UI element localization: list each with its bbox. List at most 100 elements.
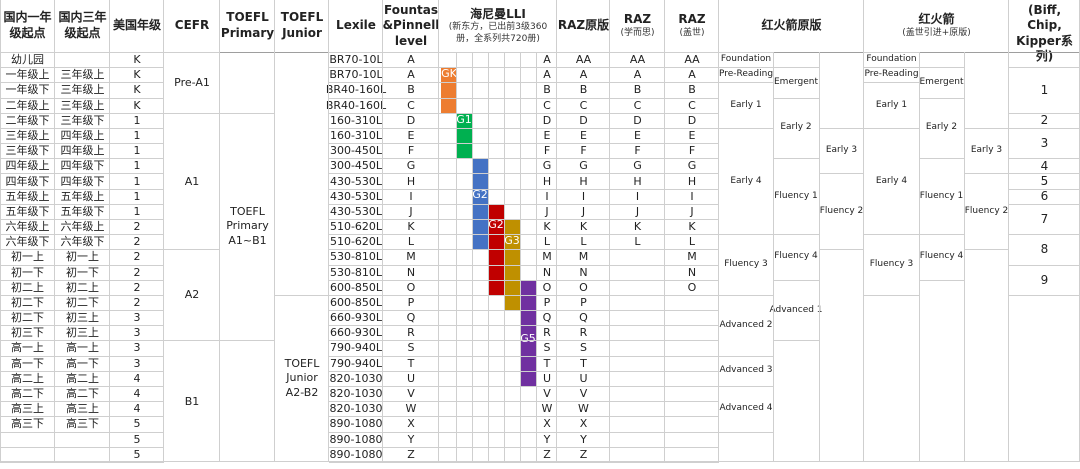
grid-line-oxford xyxy=(1009,204,1080,205)
fp-level-cell: D xyxy=(406,113,416,127)
lli-level-cell: R xyxy=(543,326,551,340)
grid-line-rocket xyxy=(864,128,919,129)
grid-line-rocket xyxy=(819,173,864,174)
cn-grade1-cell: 高二下 xyxy=(11,387,44,401)
grid-line-row xyxy=(0,462,164,463)
grid-line-toefl xyxy=(275,295,329,296)
raz-gaishi-cell: M xyxy=(687,250,697,264)
grid-line-cefr xyxy=(164,113,220,114)
lli-level-cell: T xyxy=(543,356,551,370)
us-grade-cell: K xyxy=(133,83,141,97)
cn-grade1-cell: 初二上 xyxy=(11,280,44,294)
grid-line-col xyxy=(328,0,329,462)
red-rocket-orig-level: Advanced 2 xyxy=(719,319,773,330)
red-rocket-gaishi-level: Fluency 2 xyxy=(964,205,1009,216)
grid-line-row xyxy=(0,340,164,341)
raz-gaishi-cell xyxy=(665,401,719,416)
grid-line-row xyxy=(0,295,164,296)
grid-line-lli-sub xyxy=(520,52,521,462)
grid-line-row xyxy=(0,82,164,83)
raz-original-cell: J xyxy=(581,204,586,218)
raz-original-cell: T xyxy=(580,356,587,370)
us-grade-cell: 5 xyxy=(133,432,141,446)
raz-original-cell: P xyxy=(580,295,587,309)
raz-gaishi-cell xyxy=(665,310,719,325)
col-header-heinemann-lli: 海尼曼LLI (新东方，已出前3级360 册，全系列共720册) xyxy=(439,0,557,52)
raz-xueersi-cell: C xyxy=(633,98,642,112)
cn-grade1-cell: 初二下 xyxy=(11,295,44,309)
raz-xueersi-cell: D xyxy=(633,113,642,127)
raz-original-cell: M xyxy=(578,250,589,264)
grid-line-row xyxy=(329,98,719,99)
grid-line-col xyxy=(274,0,275,462)
raz-xueersi-cell: G xyxy=(633,159,642,173)
raz-original-cell: O xyxy=(579,280,588,294)
grid-line-col xyxy=(718,0,719,462)
lli-grade-bar-g3: G3 xyxy=(504,218,520,311)
grid-line-cefr xyxy=(164,52,220,53)
col-header-lexile: Lexile xyxy=(329,0,383,52)
red-rocket-orig-level: Early 4 xyxy=(730,175,762,186)
us-grade-cell: 1 xyxy=(133,128,141,142)
raz-original-cell: N xyxy=(579,265,588,279)
lli-level-cell: D xyxy=(542,113,552,127)
grid-line-rocket-sub xyxy=(819,52,820,462)
raz-original-cell: F xyxy=(580,144,587,158)
lexile-cell: 430-530L xyxy=(329,189,383,203)
red-rocket-gaishi-level: Pre-Reading xyxy=(864,69,919,80)
raz-xueersi-cell xyxy=(610,310,665,325)
cn-grade3-cell: 初三上 xyxy=(66,311,99,325)
grid-line-rocket xyxy=(919,67,964,68)
red-rocket-orig-level: Early 2 xyxy=(780,122,812,133)
cn-grade3-cell: 高二上 xyxy=(66,371,99,385)
grid-line-rocket xyxy=(719,67,773,68)
grid-line-bottom xyxy=(0,461,1080,462)
grid-line-row xyxy=(329,265,719,266)
us-grade-cell: 3 xyxy=(133,326,141,340)
fp-level-cell: N xyxy=(406,265,416,279)
fp-level-cell: X xyxy=(407,417,415,431)
fp-level-cell: U xyxy=(406,371,416,385)
fp-level-cell: J xyxy=(409,204,413,218)
grid-line-row xyxy=(0,158,164,159)
raz-gaishi-cell: A xyxy=(688,68,696,82)
grid-line-row xyxy=(0,325,164,326)
col-header-us-grade-label: 美国年级 xyxy=(112,18,161,33)
grid-line-oxford xyxy=(1009,189,1080,190)
fp-level-cell: E xyxy=(407,128,415,142)
col-header-raz-original-label: RAZ原版 xyxy=(557,18,610,33)
raz-original-cell: AA xyxy=(575,53,592,67)
grid-line-rocket xyxy=(773,340,819,341)
raz-original-cell: W xyxy=(578,402,589,416)
fp-level-cell: L xyxy=(407,235,415,249)
toefl-primary-line: A1~B1 xyxy=(228,233,267,247)
red-rocket-gaishi-level: Fluency 3 xyxy=(869,259,914,270)
cefr-level-a1: A1 xyxy=(184,174,200,188)
grid-line-oxford xyxy=(1009,128,1080,129)
raz-original-cell: E xyxy=(580,128,587,142)
us-grade-cell: 2 xyxy=(133,250,141,264)
cefr-level-pre-a1: Pre-A1 xyxy=(174,75,210,89)
grid-line-oxford xyxy=(1009,234,1080,235)
fp-level-cell: A xyxy=(407,53,415,67)
grid-line-row xyxy=(0,234,164,235)
grid-line-col xyxy=(438,0,439,462)
fp-level-cell: V xyxy=(407,387,415,401)
grid-line-rocket-sub xyxy=(773,52,774,462)
us-grade-cell: 2 xyxy=(133,280,141,294)
raz-xueersi-cell: A xyxy=(633,68,642,82)
raz-original-cell: H xyxy=(579,174,588,188)
oxford-tree-level: 2 xyxy=(1040,113,1049,128)
grid-line-row xyxy=(329,340,719,341)
fp-level-cell: K xyxy=(407,220,415,234)
grid-line-row xyxy=(0,173,164,174)
fp-level-cell: T xyxy=(407,356,415,370)
cn-grade1-cell: 幼儿园 xyxy=(11,53,44,67)
grid-line-row xyxy=(329,234,719,235)
grid-line-col xyxy=(109,0,110,462)
red-rocket-orig-level: Emergent xyxy=(773,76,818,87)
grid-line-row xyxy=(0,416,164,417)
lli-level-cell: A xyxy=(543,53,551,67)
red-rocket-orig-level: Early 1 xyxy=(730,99,762,110)
